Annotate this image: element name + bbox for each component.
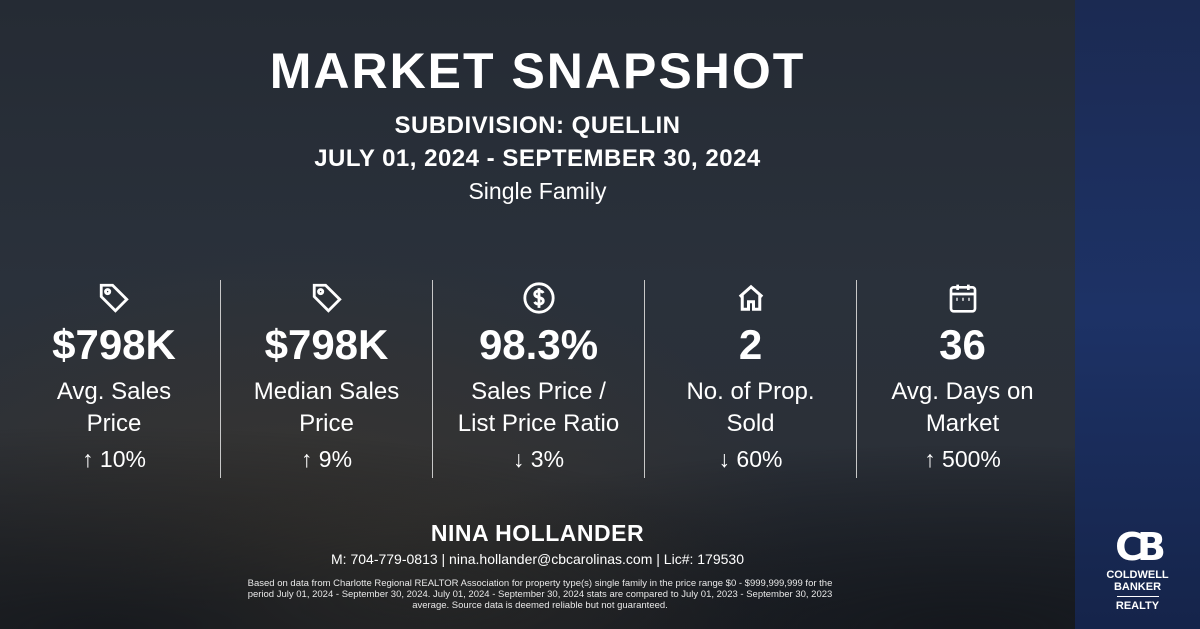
property-type: Single Family <box>468 178 607 204</box>
stat-avg-sales-price: $798K Avg. Sales Price ↑ 10% <box>8 280 220 478</box>
stat-label: Sold <box>726 410 775 437</box>
stat-change: ↑ 10% <box>82 446 146 472</box>
date-range: JULY 01, 2024 - SEPTEMBER 30, 2024 <box>314 145 761 172</box>
calendar-icon <box>857 280 1068 316</box>
house-icon <box>645 280 856 316</box>
stat-properties-sold: 2 No. of Prop. Sold ↓ 60% <box>644 280 856 478</box>
stat-label: Price <box>86 410 142 437</box>
logo-text: BANKER <box>1113 581 1162 593</box>
price-tag-icon <box>8 280 220 316</box>
agent-name: NINA HOLLANDER <box>430 520 645 546</box>
stat-label: Market <box>925 410 1000 437</box>
logo-divider <box>1116 596 1159 597</box>
stat-value: $798K <box>264 321 389 368</box>
stat-price-ratio: 98.3% Sales Price / List Price Ratio ↓ 3% <box>432 280 644 478</box>
dollar-circle-icon <box>433 280 644 316</box>
logo-mark: CB <box>1115 525 1166 569</box>
stat-label: Price <box>299 410 354 437</box>
agent-contact: M: 704-779-0813 | nina.hollander@cbcarol… <box>331 551 744 567</box>
subdivision: SUBDIVISION: QUELLIN <box>394 112 681 139</box>
page-title: MARKET SNAPSHOT <box>269 43 806 99</box>
background-photo <box>0 369 1075 629</box>
flyer-main: MARKET SNAPSHOT SUBDIVISION: QUELLIN JUL… <box>0 43 1075 629</box>
stat-change: ↓ 3% <box>512 446 565 472</box>
stats-row: $798K Avg. Sales Price ↑ 10% $798K Median… <box>8 280 1068 478</box>
stat-label: Avg. Days on <box>891 378 1034 405</box>
stat-label: Avg. Sales <box>56 378 172 405</box>
disclaimer: Based on data from Charlotte Regional RE… <box>247 578 833 611</box>
coldwell-banker-logo: CB COLDWELL BANKER REALTY <box>1075 525 1200 612</box>
stat-value: 98.3% <box>478 321 599 368</box>
stat-value: $798K <box>52 321 176 368</box>
stat-days-on-market: 36 Avg. Days on Market ↑ 500% <box>856 280 1068 478</box>
logo-text: COLDWELL <box>1106 569 1169 581</box>
stat-value: 36 <box>939 321 986 368</box>
stat-label: Sales Price / <box>471 378 606 405</box>
stat-change: ↓ 60% <box>718 446 783 472</box>
stat-median-sales-price: $798K Median Sales Price ↑ 9% <box>220 280 432 478</box>
stat-label: Median Sales <box>253 378 400 405</box>
logo-text: REALTY <box>1115 600 1160 612</box>
stat-value: 2 <box>738 321 763 368</box>
stat-label: No. of Prop. <box>686 378 815 405</box>
price-tag-icon <box>221 280 432 316</box>
stat-label: List Price Ratio <box>457 410 620 437</box>
stat-change: ↑ 9% <box>300 446 353 472</box>
brand-panel <box>1075 0 1200 629</box>
stat-change: ↑ 500% <box>924 446 1001 472</box>
